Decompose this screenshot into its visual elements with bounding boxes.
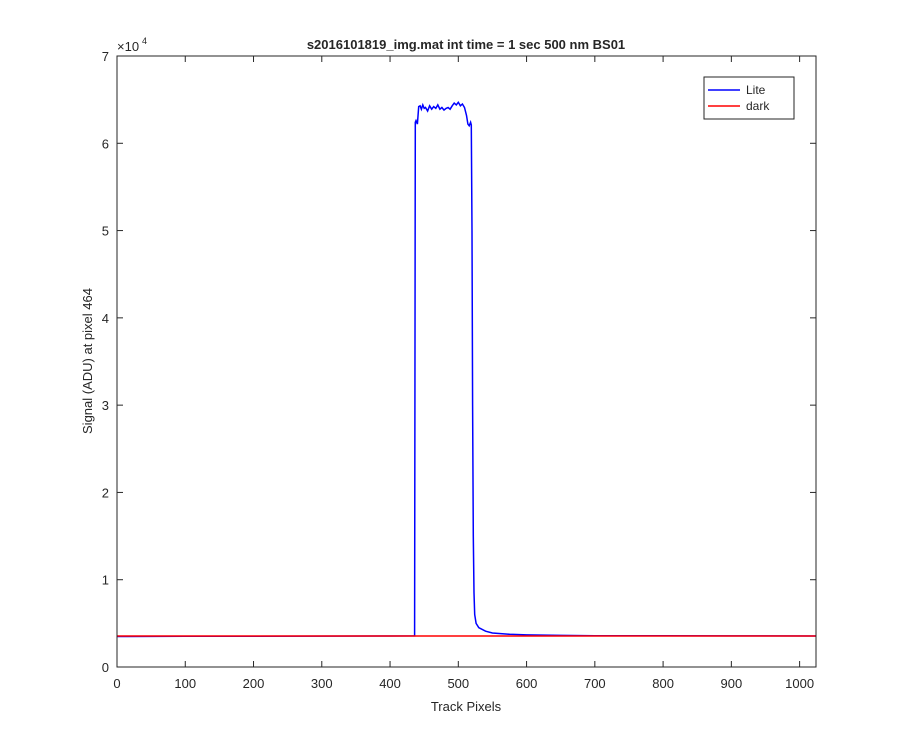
legend-label-dark: dark <box>746 99 770 113</box>
y-tick-label: 7 <box>102 49 109 64</box>
x-tick-label: 400 <box>379 676 401 691</box>
y-tick-label: 3 <box>102 398 109 413</box>
x-tick-label: 500 <box>447 676 469 691</box>
x-axis-ticks: 0 100 200 300 400 500 600 700 800 900 1000 <box>113 56 814 691</box>
series-layer <box>116 100 817 638</box>
y-exponent-base: ×10 <box>117 39 139 54</box>
y-tick-label: 4 <box>102 311 109 326</box>
y-tick-label: 5 <box>102 224 109 239</box>
x-tick-label: 300 <box>311 676 333 691</box>
y-tick-label: 1 <box>102 573 109 588</box>
y-tick-label: 2 <box>102 485 109 500</box>
plot-area <box>117 56 816 667</box>
x-tick-label: 900 <box>721 676 743 691</box>
x-tick-label: 200 <box>243 676 265 691</box>
legend-label-lite: Lite <box>746 83 766 97</box>
y-tick-label: 6 <box>102 136 109 151</box>
y-axis-label: Signal (ADU) at pixel 464 <box>80 288 95 434</box>
y-axis-ticks: 0 1 2 3 4 5 6 7 <box>102 49 816 675</box>
x-tick-label: 0 <box>113 676 120 691</box>
legend-box <box>703 76 795 120</box>
y-exponent-power: 4 <box>142 36 147 46</box>
y-exponent: ×10 4 <box>117 36 147 54</box>
x-tick-label: 800 <box>652 676 674 691</box>
x-tick-label: 600 <box>516 676 538 691</box>
x-axis-label: Track Pixels <box>431 699 502 714</box>
x-tick-label: 1000 <box>785 676 814 691</box>
x-tick-label: 700 <box>584 676 606 691</box>
series-line-lite <box>116 100 817 638</box>
y-tick-label: 0 <box>102 660 109 675</box>
chart-title: s2016101819_img.mat int time = 1 sec 500… <box>307 37 625 52</box>
legend: Lite dark <box>703 76 795 120</box>
axes-box <box>116 55 817 668</box>
x-tick-label: 100 <box>174 676 196 691</box>
